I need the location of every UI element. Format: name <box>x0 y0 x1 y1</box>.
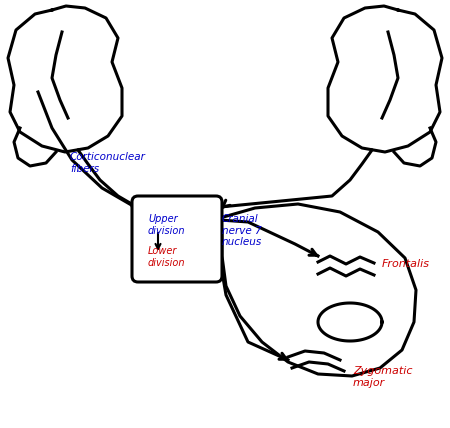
Text: Corticonuclear
fibers: Corticonuclear fibers <box>70 152 146 174</box>
Text: Frontalis: Frontalis <box>382 259 430 269</box>
FancyBboxPatch shape <box>132 196 222 282</box>
Text: Lower
division: Lower division <box>148 246 185 268</box>
Text: Upper
division: Upper division <box>148 214 185 235</box>
Text: Zygomatic
major: Zygomatic major <box>353 366 413 388</box>
Text: Cranial
nerve 7
nucleus: Cranial nerve 7 nucleus <box>222 214 262 247</box>
